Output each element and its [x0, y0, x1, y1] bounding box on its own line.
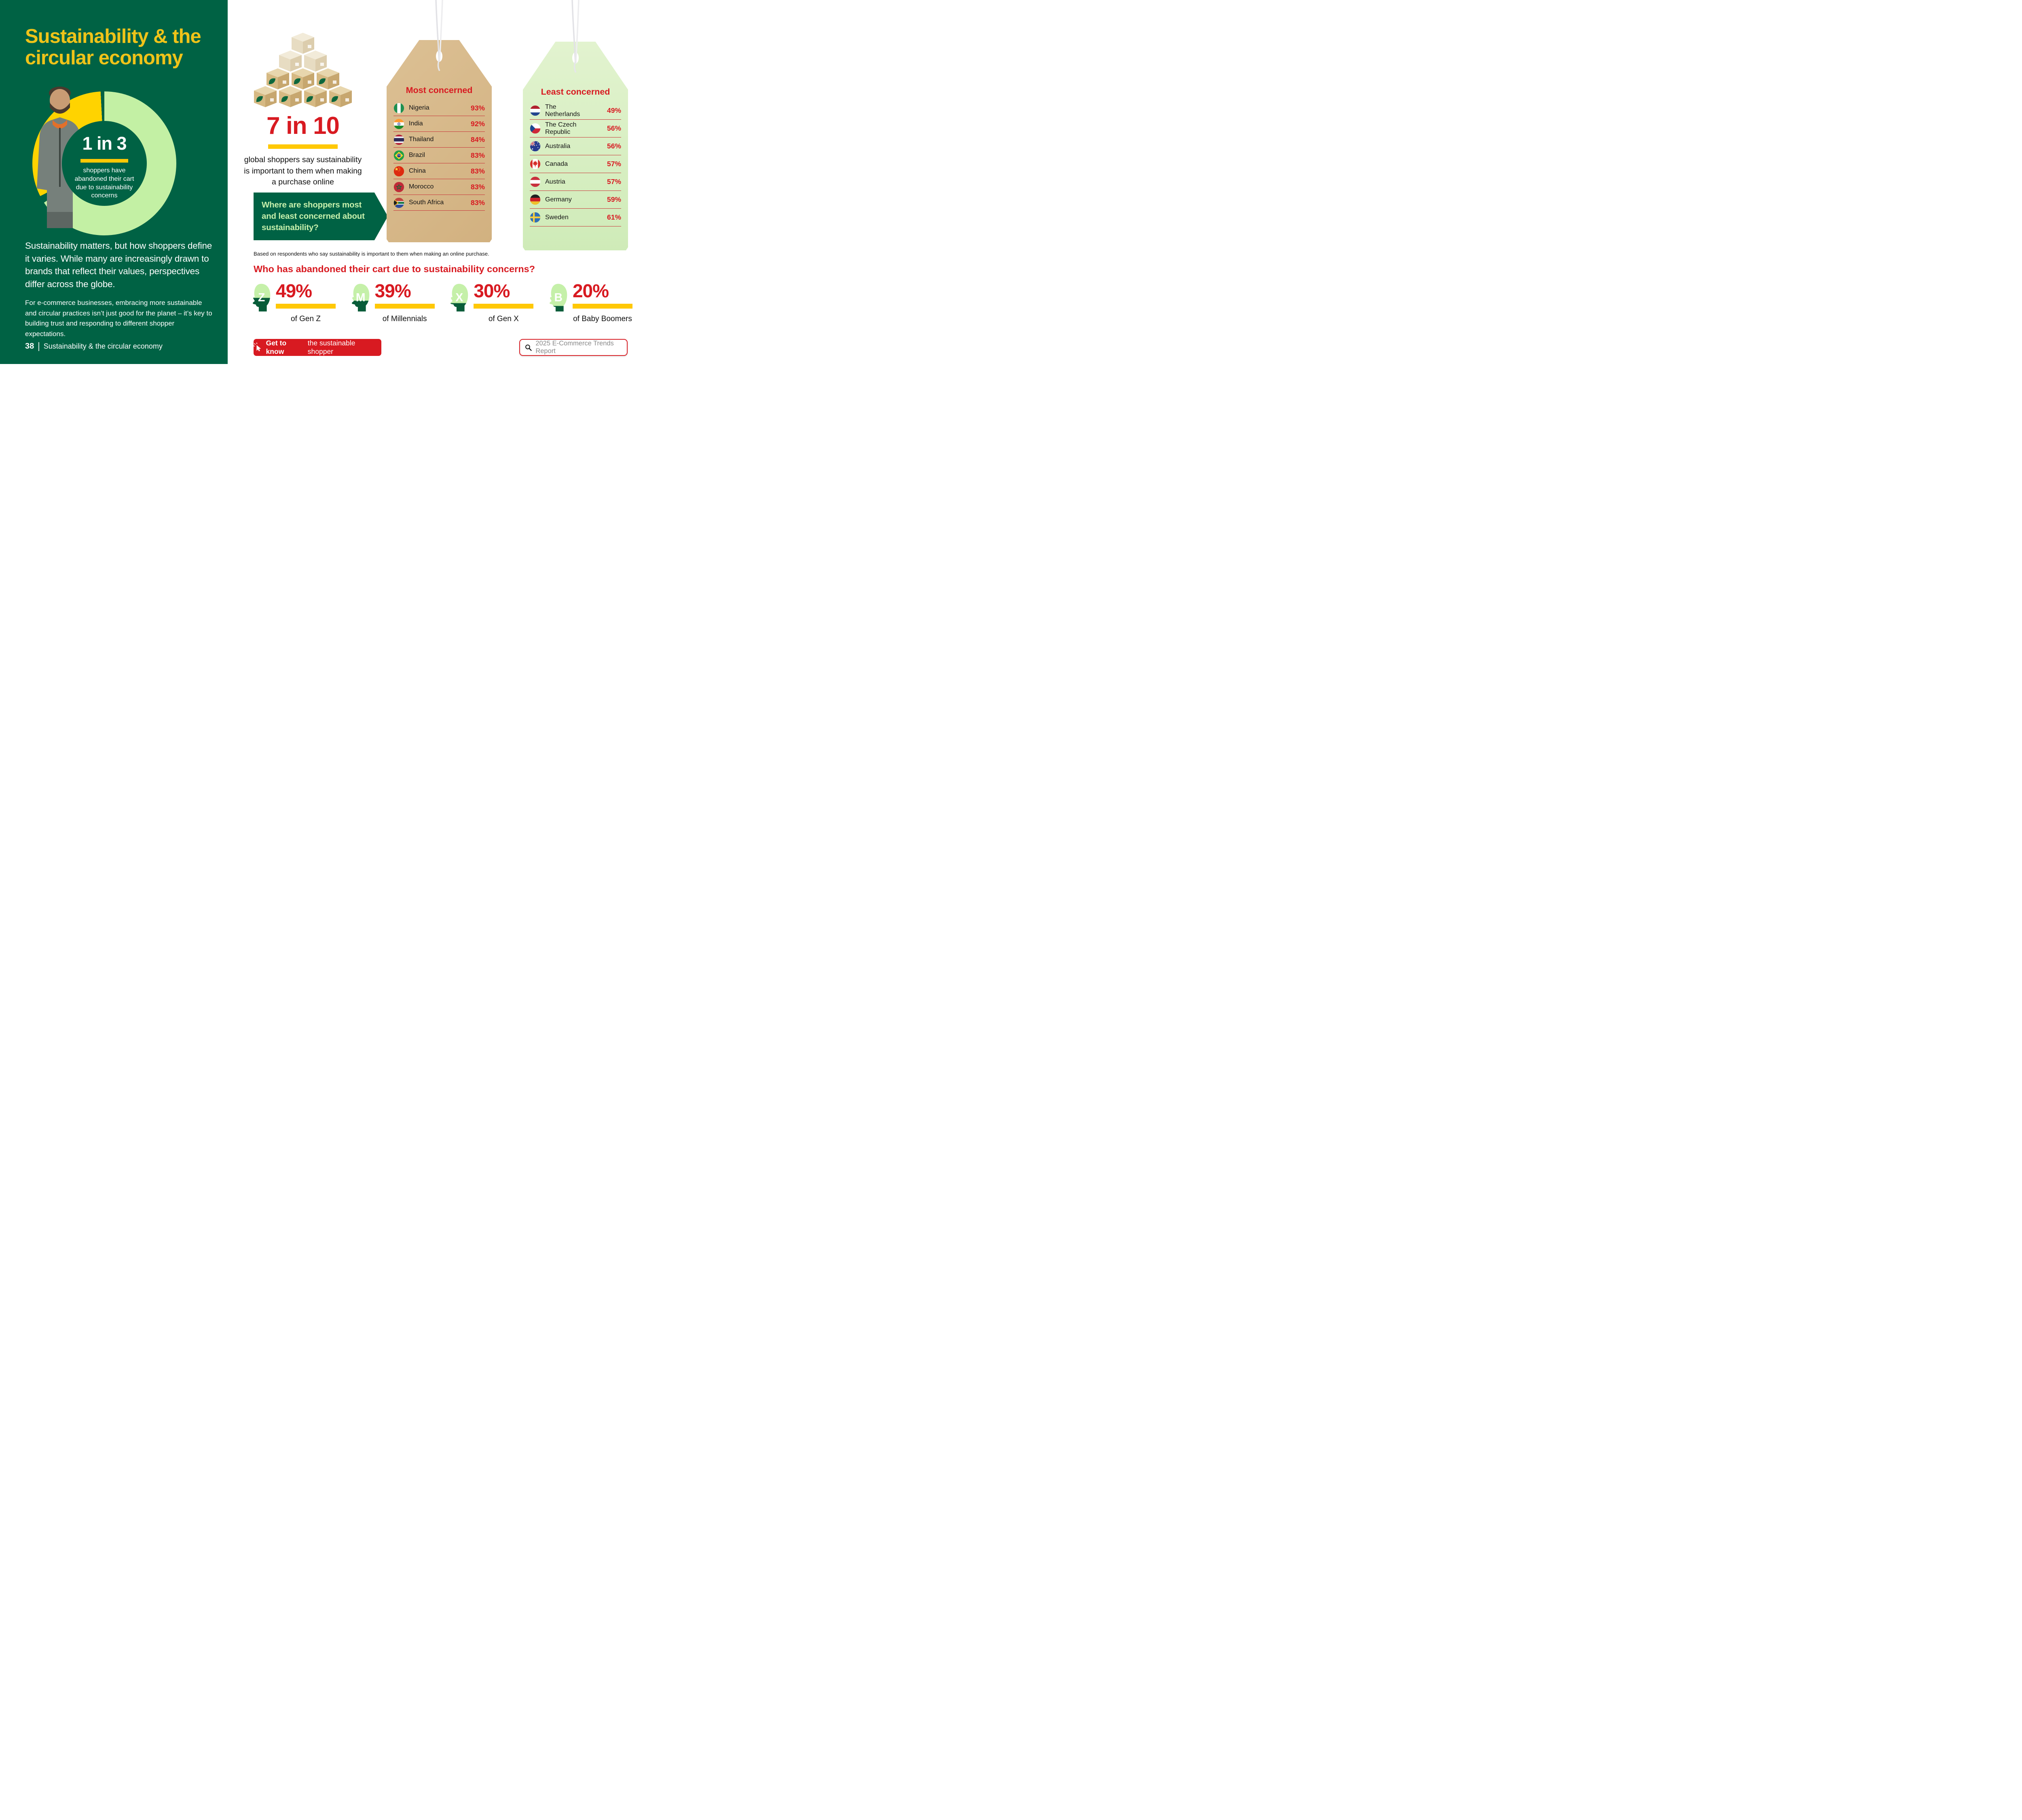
- country-row: Thailand 84%: [393, 132, 485, 148]
- millennials-stat: M 39% of Millennials: [347, 281, 435, 324]
- country-row: China 83%: [393, 163, 485, 179]
- footnote: Based on respondents who say sustainabil…: [254, 251, 489, 257]
- flag-czech-republic-icon: [530, 123, 541, 134]
- country-row: The Netherlands 49%: [530, 102, 621, 120]
- left-panel: Sustainability & the circular economy 1 …: [0, 0, 228, 364]
- detail-paragraph: For e-commerce businesses, embracing mor…: [25, 299, 212, 338]
- report-search-box[interactable]: 2025 E-Commerce Trends Report: [519, 339, 628, 356]
- flag-nigeria-icon: [393, 103, 404, 113]
- generation-stats-row: Z 49% of Gen Z M 39% of Millennials: [247, 281, 632, 324]
- flag-morocco-icon: [393, 182, 404, 192]
- footer-chapter-title: Sustainability & the circular economy: [43, 342, 163, 350]
- footer-divider: [38, 342, 39, 351]
- yellow-underline: [474, 303, 534, 309]
- page-footer: 38 Sustainability & the circular economy: [25, 342, 163, 351]
- flag-brazil-icon: [393, 150, 404, 161]
- most-concerned-tag: Most concerned Nigeria 93% India 92% Tha…: [387, 40, 492, 242]
- gen-z-head-icon: Z: [253, 284, 271, 312]
- country-row: Canada 57%: [530, 155, 621, 173]
- question-callout-arrow: Where are shoppers most and least concer…: [254, 193, 388, 240]
- flag-austria-icon: [530, 176, 541, 187]
- box-leaf-icon: [279, 86, 302, 108]
- svg-text:B: B: [554, 291, 562, 304]
- box-leaf-icon: [254, 86, 277, 108]
- most-concerned-title: Most concerned: [406, 85, 473, 95]
- least-concerned-title: Least concerned: [541, 87, 610, 97]
- yellow-underline: [374, 303, 435, 309]
- least-concerned-tag: Least concerned The Netherlands 49% The …: [523, 42, 628, 250]
- gen-z-stat: Z 49% of Gen Z: [247, 281, 336, 324]
- tag-hole: [436, 51, 442, 62]
- get-to-know-button[interactable]: Get to know the sustainable shopper: [254, 339, 381, 356]
- flag-australia-icon: [530, 141, 541, 152]
- svg-text:M: M: [356, 291, 366, 304]
- search-text: 2025 E-Commerce Trends Report: [535, 340, 614, 355]
- country-row: Nigeria 93%: [393, 100, 485, 116]
- seven-in-ten-stat: 7 in 10 global shoppers say sustainabili…: [244, 112, 362, 187]
- country-row: Sweden 61%: [530, 209, 621, 226]
- box-leaf-icon: [304, 86, 327, 108]
- yellow-underline: [80, 159, 128, 163]
- page-number: 38: [25, 342, 34, 351]
- abandoned-cart-heading: Who has abandoned their cart due to sust…: [254, 264, 535, 274]
- gen-x-head-icon: X: [451, 284, 468, 312]
- donut-center-label: 1 in 3 shoppers have abandoned their car…: [62, 121, 147, 206]
- country-row: Germany 59%: [530, 191, 621, 209]
- svg-text:Z: Z: [258, 291, 265, 304]
- gen-x-stat: X 30% of Gen X: [445, 281, 534, 324]
- millennials-head-icon: M: [351, 284, 369, 312]
- flag-netherlands-icon: [530, 105, 541, 116]
- country-row: India 92%: [393, 116, 485, 132]
- baby-boomers-head-icon: B: [550, 284, 567, 312]
- flag-china-icon: [393, 166, 404, 176]
- country-row: South Africa 83%: [393, 195, 485, 211]
- country-row: Morocco 83%: [393, 179, 485, 195]
- svg-text:X: X: [456, 291, 463, 304]
- flag-canada-icon: [530, 159, 541, 169]
- yellow-underline: [276, 303, 336, 309]
- flag-sweden-icon: [530, 212, 541, 223]
- country-row: Australia 56%: [530, 138, 621, 155]
- report-page: Sustainability & the circular economy 1 …: [0, 0, 647, 364]
- stat-1-in-3: 1 in 3: [82, 133, 127, 154]
- intro-paragraph: Sustainability matters, but how shoppers…: [25, 241, 212, 289]
- yellow-underline: [268, 144, 338, 149]
- flag-thailand-icon: [393, 134, 404, 145]
- country-row: The Czech Republic 56%: [530, 120, 621, 138]
- box-leaf-icon: [329, 86, 352, 108]
- baby-boomers-stat: B 20% of Baby Boomers: [544, 281, 632, 324]
- parcel-boxes-pyramid: [250, 32, 356, 109]
- stat-7-in-10: 7 in 10: [266, 112, 340, 139]
- click-cursor-icon: [254, 343, 261, 351]
- tag-hole: [572, 52, 579, 63]
- cart-abandon-donut-chart: 1 in 3 shoppers have abandoned their car…: [32, 87, 176, 235]
- flag-germany-icon: [530, 194, 541, 205]
- country-row: Austria 57%: [530, 173, 621, 191]
- yellow-underline: [572, 303, 632, 309]
- country-row: Brazil 83%: [393, 148, 485, 163]
- flag-india-icon: [393, 119, 404, 129]
- page-title: Sustainability & the circular economy: [25, 25, 201, 69]
- magnifier-icon: [525, 344, 532, 351]
- flag-south-africa-icon: [393, 197, 404, 208]
